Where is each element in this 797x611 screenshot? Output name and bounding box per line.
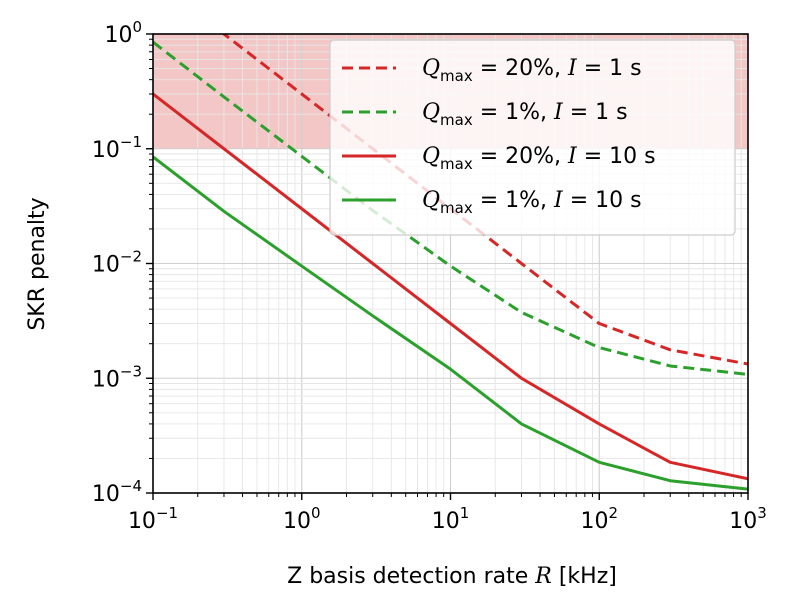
legend: Qmax = 20%, I = 1 s Qmax = 1%, I = 1 s Qma… xyxy=(329,39,736,236)
y-tick-label: 10−4 xyxy=(92,477,142,507)
series-line-4 xyxy=(153,155,748,491)
legend-label-1: Qmax = 20%, I = 1 s xyxy=(422,56,642,85)
y-axis-label: SKR penalty xyxy=(25,197,50,330)
series-line-2 xyxy=(153,40,748,376)
y-tick-label: 100 xyxy=(104,18,142,48)
x-tick-label: 101 xyxy=(432,504,470,534)
legend-label-4: Qmax = 1%, I = 10 s xyxy=(422,188,642,217)
x-tick-label: 10−1 xyxy=(128,504,178,534)
y-tick-label: 10−3 xyxy=(92,362,142,392)
x-tick-label: 102 xyxy=(580,504,618,534)
y-tick-label: 10−2 xyxy=(92,248,142,278)
tick-layer: 10−1 100 101 102 103 10−4 10−3 10−2 10−1 100 xyxy=(92,18,767,534)
y-tick-label: 10−1 xyxy=(92,133,142,163)
x-tick-label: 103 xyxy=(729,504,767,534)
legend-box xyxy=(329,39,736,236)
x-axis-label: Z basis detection rate R [kHz] xyxy=(287,564,617,589)
legend-label-3: Qmax = 20%, I = 10 s xyxy=(422,144,656,173)
x-tick-label: 100 xyxy=(283,504,321,534)
legend-label-2: Qmax = 1%, I = 1 s xyxy=(422,100,628,129)
series-line-3 xyxy=(153,92,748,481)
